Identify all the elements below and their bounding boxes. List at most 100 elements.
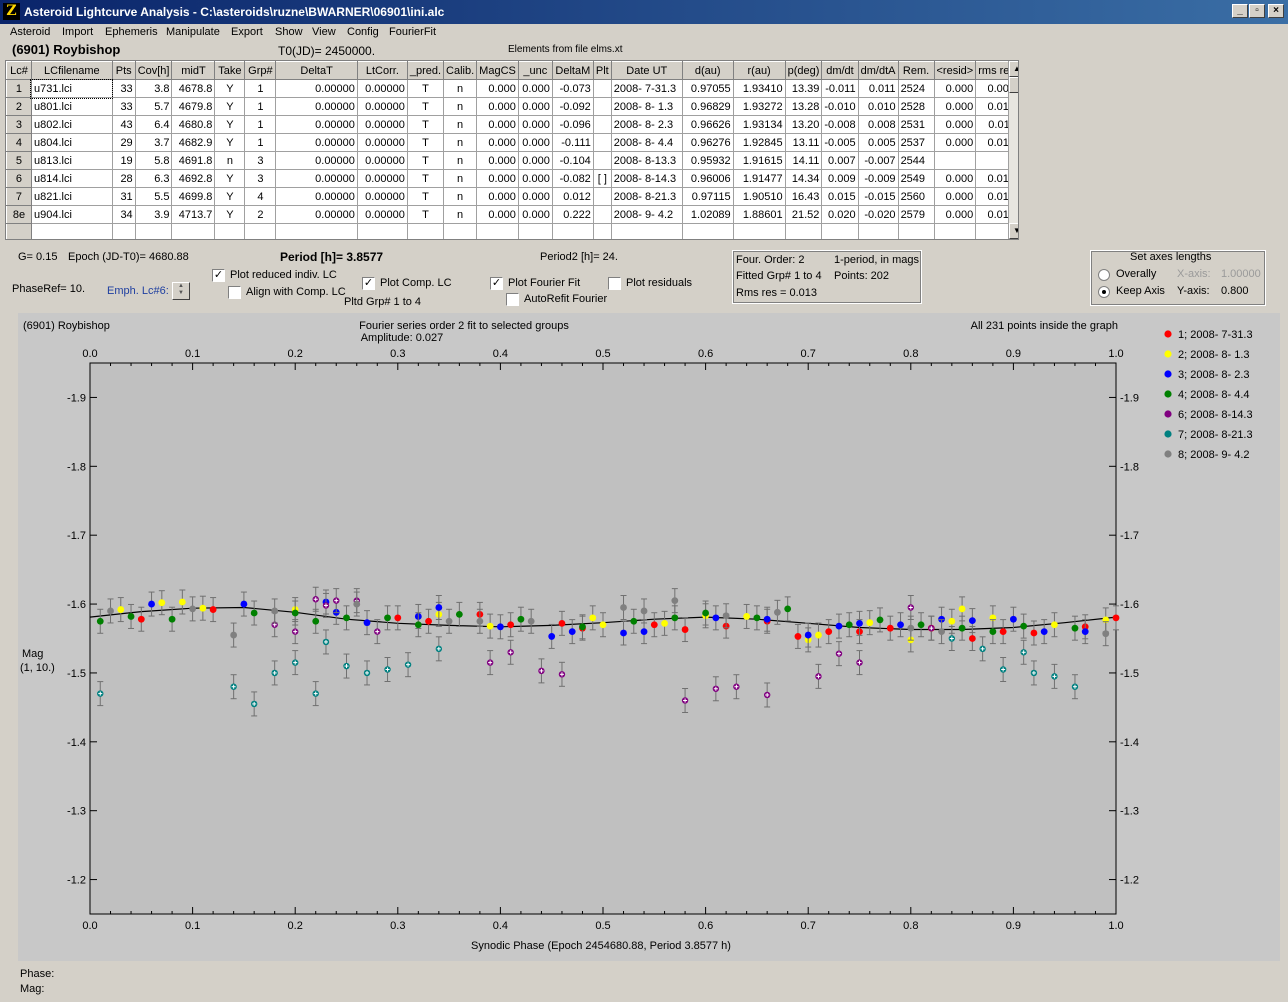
cell-lc-filename[interactable]: u801.lci xyxy=(30,97,113,116)
cell-resid[interactable]: 0.000 xyxy=(933,133,977,152)
cell-r-au[interactable]: 1.88601 xyxy=(732,205,786,224)
cell-plt[interactable] xyxy=(592,205,612,224)
period-value[interactable]: Period [h]= 3.8577 xyxy=(280,250,384,264)
cell-unc[interactable]: 0.000 xyxy=(517,97,553,116)
cell-dm-dt-a[interactable]: -0.009 xyxy=(857,169,899,188)
column-header-unc[interactable]: _unc xyxy=(517,61,553,80)
cell-mag-cs[interactable]: 0.000 xyxy=(476,97,519,116)
cell-coverage[interactable]: 5.5 xyxy=(134,187,173,206)
column-header-dm-dt[interactable]: dm/dt xyxy=(821,61,859,80)
cell-date-ut[interactable]: 2008- 8- 4.4 xyxy=(610,133,683,152)
phaseref-value[interactable]: PhaseRef= 10. xyxy=(12,283,86,295)
x-axis-value[interactable]: 1.00000 xyxy=(1221,268,1261,280)
cell-delta-m[interactable]: 0.012 xyxy=(551,187,594,206)
cell-unc[interactable]: 0.000 xyxy=(517,151,553,170)
cell-pts[interactable]: 31 xyxy=(111,187,136,206)
column-header-dm-dt-a[interactable]: dm/dtA xyxy=(857,61,899,80)
cell-lc-num[interactable]: 3 xyxy=(6,115,32,134)
cell-phase-deg[interactable]: 21.52 xyxy=(784,205,823,224)
cell-mag-cs[interactable]: 0.000 xyxy=(476,151,519,170)
cell-dm-dt[interactable]: 0.007 xyxy=(821,151,859,170)
cell-delta-m[interactable]: 0.222 xyxy=(551,205,594,224)
cell-plt[interactable] xyxy=(592,97,612,116)
cell-dm-dt-a[interactable]: -0.020 xyxy=(857,205,899,224)
column-header-pts[interactable]: Pts xyxy=(111,61,136,80)
cell-resid[interactable]: 0.000 xyxy=(933,169,977,188)
cell-lc-filename[interactable]: u814.lci xyxy=(30,169,113,188)
menu-view[interactable]: View xyxy=(312,26,336,38)
cell-lc-num[interactable]: 2 xyxy=(6,97,32,116)
lightcurve-plot[interactable]: (6901) Roybishop Fourier series order 2 … xyxy=(18,313,1280,961)
menu-manipulate[interactable]: Manipulate xyxy=(166,26,220,38)
column-header-resid[interactable]: <resid> xyxy=(933,61,977,80)
cell-mid-t[interactable]: 4692.8 xyxy=(171,169,216,188)
cell-lc-filename[interactable]: u804.lci xyxy=(30,133,113,152)
cell-delta-t[interactable]: 0.00000 xyxy=(275,187,358,206)
column-header-pred[interactable]: _pred. xyxy=(406,61,445,80)
cell-delta-t[interactable]: 0.00000 xyxy=(275,151,358,170)
cell-lc-filename[interactable]: u904.lci xyxy=(30,205,113,224)
cell-rem[interactable]: 2560 xyxy=(897,187,935,206)
cell-take[interactable]: Y xyxy=(214,187,246,206)
cell-unc[interactable]: 0.000 xyxy=(517,79,553,98)
cell-delta-t[interactable]: 0.00000 xyxy=(275,205,358,224)
cell-dm-dt-a[interactable]: 0.008 xyxy=(857,115,899,134)
cell-phase-deg[interactable]: 16.43 xyxy=(784,187,823,206)
cell-unc[interactable]: 0.000 xyxy=(517,187,553,206)
cell-pts[interactable]: 29 xyxy=(111,133,136,152)
cell-calib[interactable]: n xyxy=(443,187,478,206)
cell-delta-m[interactable] xyxy=(551,223,594,239)
cell-mid-t[interactable]: 4678.8 xyxy=(171,79,216,98)
cell-calib[interactable]: n xyxy=(443,115,478,134)
column-header-calib[interactable]: Calib. xyxy=(443,61,478,80)
emph-lc-spinner[interactable]: ▲ ▼ xyxy=(172,282,190,300)
cell-phase-deg[interactable]: 13.11 xyxy=(784,133,823,152)
cell-group[interactable]: 1 xyxy=(244,79,277,98)
column-header-rms-res[interactable]: rms res xyxy=(975,61,1018,80)
cell-mag-cs[interactable]: 0.000 xyxy=(476,205,519,224)
cell-group[interactable]: 1 xyxy=(244,115,277,134)
cell-take[interactable]: n xyxy=(214,151,246,170)
cell-pred[interactable]: T xyxy=(406,205,445,224)
cell-lc-num[interactable] xyxy=(6,223,32,239)
cell-take[interactable]: Y xyxy=(214,133,246,152)
cell-date-ut[interactable]: 2008- 8-13.3 xyxy=(610,151,683,170)
column-header-lc-filename[interactable]: LCfilename xyxy=(30,61,113,80)
cell-group[interactable]: 3 xyxy=(244,151,277,170)
cell-lc-num[interactable]: 7 xyxy=(6,187,32,206)
column-header-d-au[interactable]: d(au) xyxy=(681,61,734,80)
cell-r-au[interactable]: 1.90510 xyxy=(732,187,786,206)
cell-mid-t[interactable]: 4682.9 xyxy=(171,133,216,152)
cell-d-au[interactable]: 0.96006 xyxy=(681,169,734,188)
column-header-delta-m[interactable]: DeltaM xyxy=(551,61,594,80)
cell-unc[interactable]: 0.000 xyxy=(517,133,553,152)
cell-dm-dt[interactable] xyxy=(821,223,859,239)
cell-group[interactable]: 2 xyxy=(244,205,277,224)
cell-pts[interactable]: 43 xyxy=(111,115,136,134)
cell-lc-num[interactable]: 6 xyxy=(6,169,32,188)
cell-delta-m[interactable]: -0.092 xyxy=(551,97,594,116)
column-header-coverage[interactable]: Cov[h] xyxy=(134,61,173,80)
grid-scrollbar[interactable]: ▲ ▼ xyxy=(1008,61,1018,239)
cell-resid[interactable]: 0.000 xyxy=(933,205,977,224)
keep-axis-radio[interactable] xyxy=(1098,286,1110,298)
cell-pred[interactable]: T xyxy=(406,133,445,152)
cell-phase-deg[interactable]: 13.28 xyxy=(784,97,823,116)
align-comp-checkbox[interactable] xyxy=(228,286,241,299)
close-button[interactable]: × xyxy=(1268,4,1284,18)
cell-lc-num[interactable]: 5 xyxy=(6,151,32,170)
cell-dm-dt[interactable]: 0.020 xyxy=(821,205,859,224)
scroll-up-button[interactable]: ▲ xyxy=(1009,61,1018,77)
cell-pts[interactable]: 33 xyxy=(111,97,136,116)
cell-lt-corr[interactable]: 0.00000 xyxy=(356,115,408,134)
cell-take[interactable]: Y xyxy=(214,169,246,188)
cell-mid-t[interactable] xyxy=(171,223,216,239)
cell-r-au[interactable]: 1.93134 xyxy=(732,115,786,134)
column-header-lc-num[interactable]: Lc# xyxy=(6,61,32,80)
cell-resid[interactable]: 0.000 xyxy=(933,97,977,116)
cell-dm-dt-a[interactable]: 0.011 xyxy=(857,79,899,98)
cell-delta-m[interactable]: -0.104 xyxy=(551,151,594,170)
cell-plt[interactable]: [ ] xyxy=(592,169,612,188)
cell-group[interactable]: 1 xyxy=(244,97,277,116)
